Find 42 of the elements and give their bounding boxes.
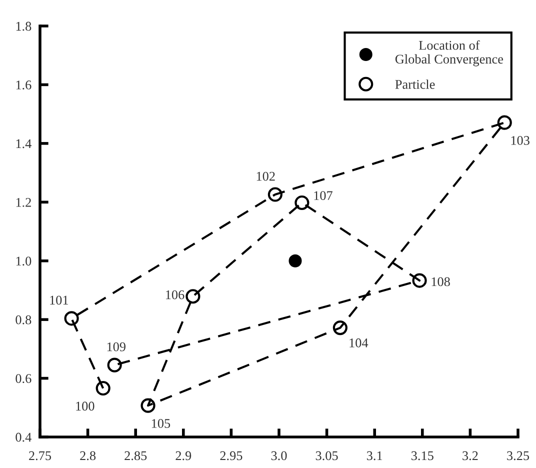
x-tick-label: 3.2 (462, 451, 478, 460)
annotation: 104 (350, 338, 368, 348)
annotation: 101 (50, 296, 68, 305)
x-tick-label: 3.25 (507, 451, 530, 460)
point (107, 358, 122, 372)
point (268, 187, 282, 202)
x-tick-label: 2.95 (220, 451, 242, 460)
point (140, 398, 156, 413)
x-tick-label: 2.85 (124, 451, 147, 460)
x-tick-label: 3.1 (366, 451, 382, 460)
point (294, 195, 310, 210)
x-tick-label: 2.8 (80, 451, 96, 460)
annotation: 102 (256, 172, 275, 181)
annotation: 108 (432, 277, 450, 286)
x-tick-label: 2.9 (176, 451, 192, 460)
annotation: 100 (76, 402, 94, 411)
y-tick-label: 1.2 (16, 198, 31, 207)
x-tick-label: 2.75 (29, 451, 52, 460)
annotation: 105 (152, 419, 170, 428)
x-tick-label: 3.15 (411, 451, 434, 460)
annotation: 107 (314, 191, 332, 200)
point (186, 289, 200, 304)
annotation: 109 (107, 342, 126, 352)
annotation: 106 (166, 290, 184, 300)
text: Location of Global Convergence (395, 40, 504, 66)
point (497, 115, 512, 130)
point (412, 273, 427, 288)
y-tick-label: 1.6 (16, 80, 32, 90)
point (64, 311, 79, 326)
point (332, 320, 348, 336)
y-tick-label: 0.8 (16, 315, 32, 324)
point (96, 380, 110, 396)
y-tick-label: 1.0 (16, 256, 32, 266)
y-tick-label: 0.4 (16, 432, 32, 442)
y-tick-label: 1.8 (16, 22, 32, 31)
x-tick-label: 3.05 (316, 451, 338, 460)
y-tick-label: 0.6 (16, 374, 32, 384)
legend-label: Particle (395, 80, 435, 89)
annotation: 103 (511, 136, 530, 145)
point (288, 254, 302, 268)
x-tick-label: 3.0 (271, 451, 287, 460)
y-tick-label: 1.4 (16, 139, 32, 148)
